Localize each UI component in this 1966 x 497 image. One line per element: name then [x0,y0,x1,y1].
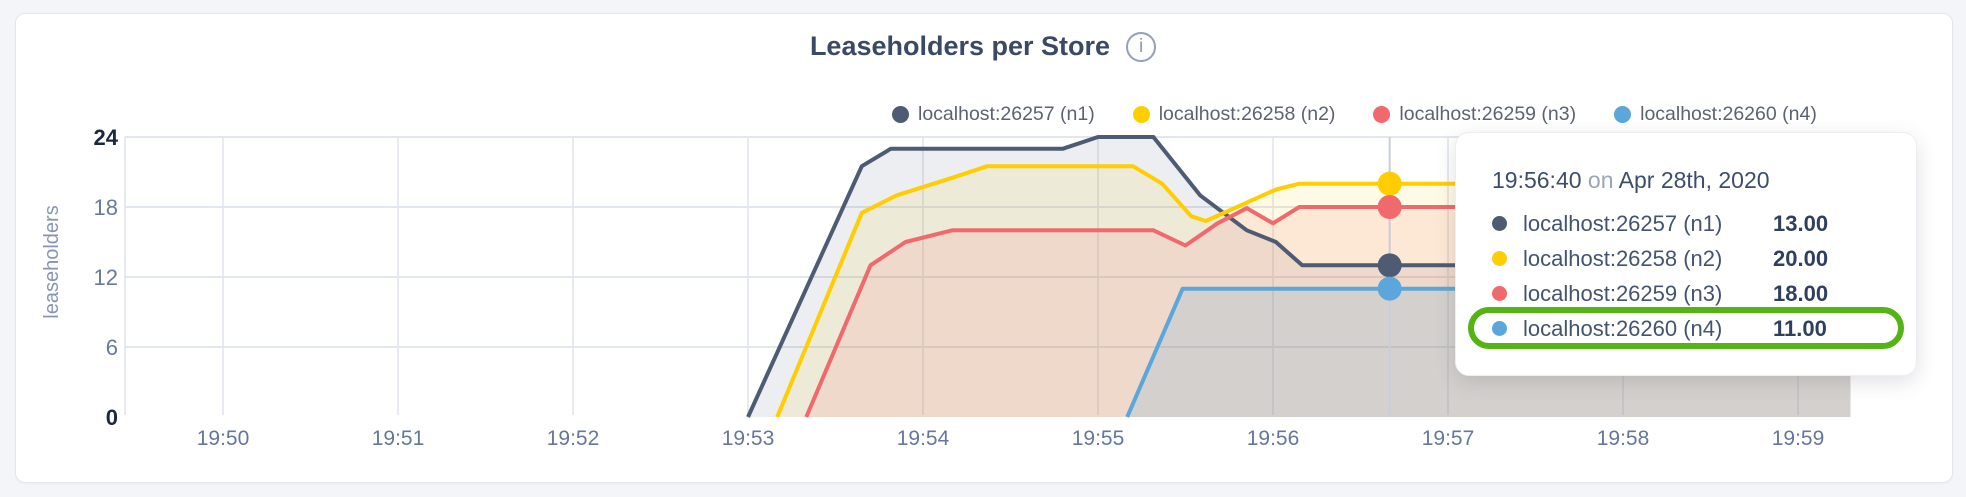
tooltip-row-n3: localhost:26259 (n3) 18.00 [1492,276,1892,311]
y-axis-ticks: 0 6 12 18 24 [94,125,119,430]
info-icon[interactable]: i [1126,31,1157,62]
legend-label-n1: localhost:26257 (n1) [918,103,1095,125]
hover-point-2 [1377,171,1402,196]
chart-header: Leaseholders per Store i [0,31,1966,62]
legend-dot-n4-icon [1614,106,1632,123]
tooltip-date: Apr 28th, 2020 [1618,167,1770,193]
tooltip-row-n2: localhost:26258 (n2) 20.00 [1492,241,1892,276]
legend-dot-n2-icon [1132,106,1150,123]
series-line-2 [775,164,1851,418]
tooltip-row-n4-highlighted: localhost:26260 (n4) 11.00 [1468,307,1904,349]
tooltip-value-n1: 13.00 [1773,210,1829,236]
tooltip-value-n4: 11.00 [1773,315,1827,341]
tooltip-label-n3: localhost:26259 (n3) [1523,280,1723,306]
legend-item-n3[interactable]: localhost:26259 (n3) [1373,103,1576,126]
x-tick-label: 19:51 [372,427,425,450]
hover-point-4 [1377,276,1402,301]
hover-point-1 [1377,253,1402,278]
x-axis-ticks: 19:50 19:51 19:52 19:53 19:54 19:55 19:56 19:57… [197,427,1825,450]
tooltip-dot-n1-icon [1492,216,1507,231]
x-tick-label: 19:53 [722,427,775,450]
legend-label-n2: localhost:26258 (n2) [1158,103,1336,125]
legend-item-n2[interactable]: localhost:26258 (n2) [1132,103,1336,126]
tooltip-value-n2: 20.00 [1773,245,1829,271]
hover-tooltip: 19:56:40 on Apr 28th, 2020 localhost:262… [1455,132,1917,376]
chart-title: Leaseholders per Store [809,31,1111,61]
x-tick-label: 19:52 [547,427,600,450]
x-tick-label: 19:59 [1772,427,1825,450]
x-tick-label: 19:55 [1072,427,1125,450]
hover-point-3 [1377,195,1402,219]
x-tick-label: 19:56 [1247,427,1300,450]
tooltip-row-n1: localhost:26257 (n1) 13.00 [1492,206,1892,241]
y-tick-label: 6 [106,335,118,360]
tooltip-label-n4: localhost:26260 (n4) [1523,315,1723,341]
y-axis-title: leaseholders [41,205,63,318]
y-tick-label: 24 [94,125,119,150]
legend-item-n4[interactable]: localhost:26260 (n4) [1614,103,1817,126]
legend-item-n1[interactable]: localhost:26257 (n1) [892,103,1095,126]
info-icon-glyph: i [1138,36,1144,57]
chart-legend: localhost:26257 (n1) localhost:26258 (n2… [892,103,1817,126]
tooltip-value-n3: 18.00 [1773,280,1829,306]
tooltip-dot-n2-icon [1492,251,1507,266]
series-line-1 [746,135,1851,418]
legend-label-n4: localhost:26260 (n4) [1640,103,1817,125]
x-tick-label: 19:57 [1422,427,1475,450]
x-tick-label: 19:50 [197,427,250,450]
tooltip-dot-n4-icon [1492,321,1507,336]
crosshair [1377,137,1402,415]
x-tick-label: 19:54 [897,427,950,450]
y-tick-label: 0 [106,405,118,430]
tooltip-label-n1: localhost:26257 (n1) [1523,210,1723,236]
tooltip-time: 19:56:40 [1492,167,1582,193]
legend-label-n3: localhost:26259 (n3) [1399,103,1577,125]
tooltip-connector: on [1581,167,1619,193]
y-tick-label: 18 [94,195,118,220]
tooltip-dot-n3-icon [1492,286,1507,301]
legend-dot-n3-icon [1373,106,1391,123]
y-tick-label: 12 [94,265,118,290]
tooltip-label-n2: localhost:26258 (n2) [1523,245,1723,271]
series-line-3 [804,205,1851,418]
tooltip-timestamp: 19:56:40 on Apr 28th, 2020 [1492,167,1892,194]
x-tick-label: 19:58 [1597,427,1650,450]
legend-dot-n1-icon [892,106,909,123]
